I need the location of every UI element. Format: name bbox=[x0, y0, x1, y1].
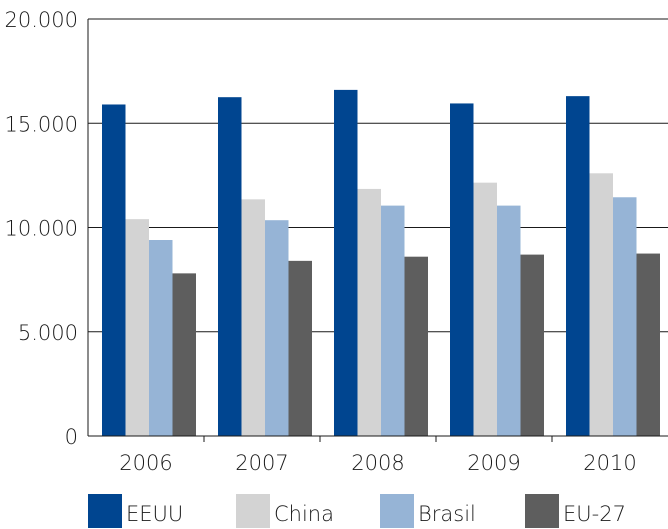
bar bbox=[520, 254, 544, 436]
legend-swatch bbox=[380, 494, 414, 528]
legend: EEUU China Brasil EU-27 bbox=[88, 494, 626, 528]
bar bbox=[497, 205, 521, 436]
bar bbox=[172, 273, 196, 436]
bar bbox=[218, 97, 242, 436]
legend-label: Brasil bbox=[418, 502, 476, 526]
bar bbox=[589, 173, 613, 437]
x-tick-label: 2007 bbox=[235, 451, 288, 475]
x-tick-label: 2010 bbox=[583, 451, 636, 475]
bar bbox=[404, 256, 428, 436]
bar bbox=[149, 240, 173, 436]
x-tick-label: 2008 bbox=[351, 451, 404, 475]
bar bbox=[241, 199, 265, 436]
bar bbox=[613, 197, 637, 436]
y-tick-label: 5.000 bbox=[18, 321, 78, 345]
bars bbox=[102, 89, 660, 437]
bar bbox=[636, 253, 660, 436]
legend-label: China bbox=[274, 502, 334, 526]
legend-swatch bbox=[236, 494, 270, 528]
bar bbox=[125, 219, 149, 436]
y-tick-label: 15.000 bbox=[5, 112, 78, 136]
y-tick-label: 10.000 bbox=[5, 217, 78, 241]
axes bbox=[87, 19, 668, 442]
x-tick-label: 2006 bbox=[119, 451, 172, 475]
bar bbox=[357, 188, 381, 436]
y-tick-labels: 0 5.000 10.000 15.000 20.000 bbox=[5, 8, 78, 449]
legend-swatch bbox=[88, 494, 122, 528]
y-tick-label: 0 bbox=[65, 425, 78, 449]
legend-label: EEUU bbox=[126, 502, 183, 526]
bar bbox=[265, 220, 289, 436]
y-tick-label: 20.000 bbox=[5, 8, 78, 32]
legend-swatch bbox=[525, 494, 559, 528]
bar bbox=[381, 205, 405, 436]
bar bbox=[566, 96, 590, 437]
bar bbox=[288, 260, 312, 436]
bar bbox=[334, 89, 358, 436]
bar bbox=[450, 103, 474, 436]
bar bbox=[102, 104, 126, 437]
x-tick-label: 2009 bbox=[467, 451, 520, 475]
legend-label: EU-27 bbox=[563, 502, 626, 526]
bar bbox=[473, 182, 497, 436]
x-tick-labels: 2006 2007 2008 2009 2010 bbox=[119, 451, 636, 475]
